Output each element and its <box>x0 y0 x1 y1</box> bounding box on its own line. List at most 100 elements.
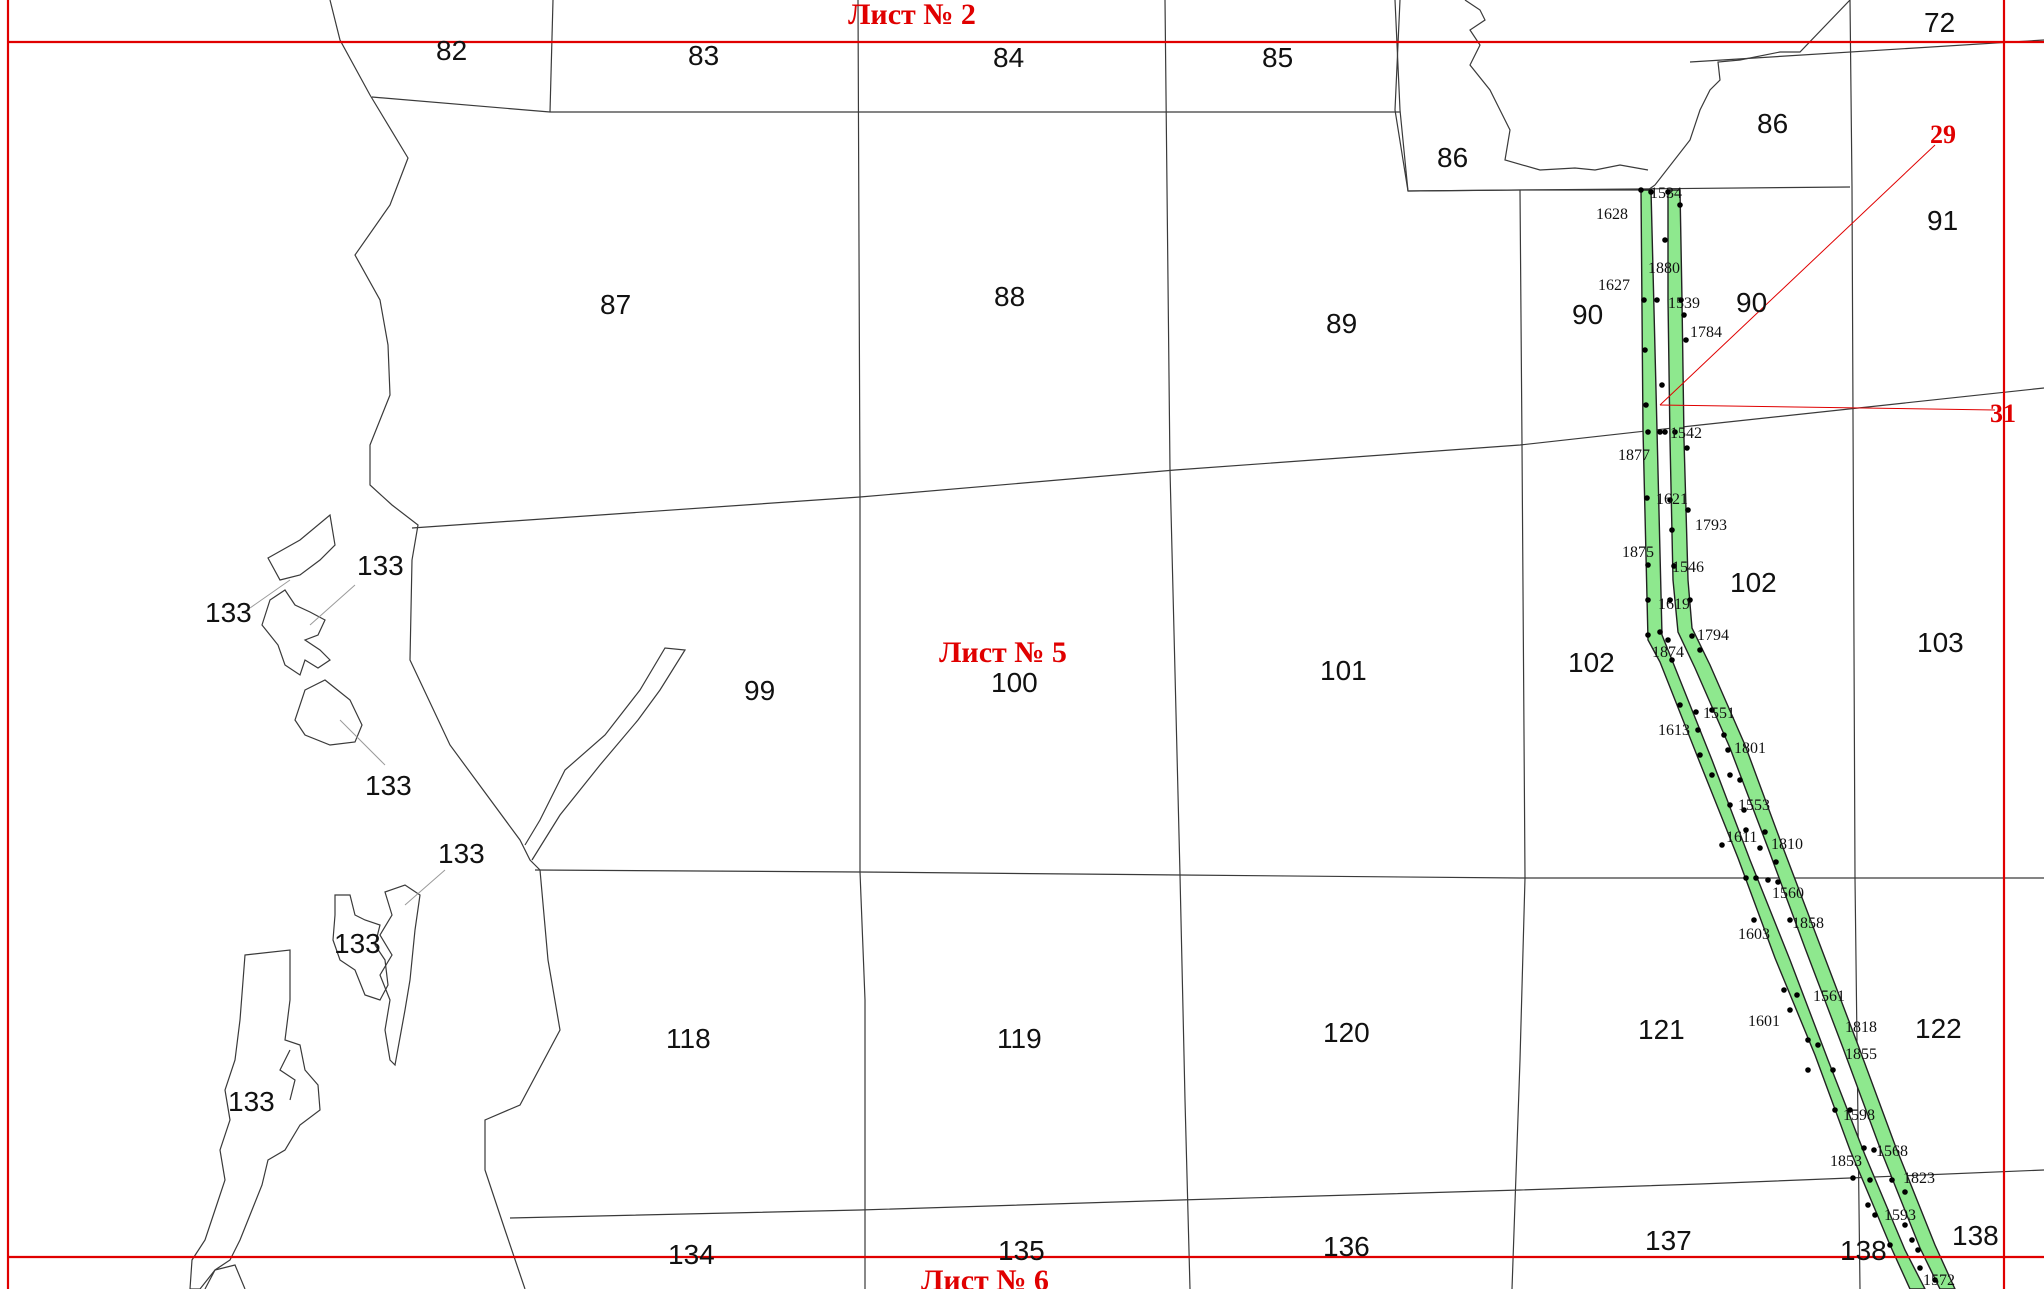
vertex-dot <box>1787 1007 1793 1013</box>
parcel-138-left[interactable]: 138 <box>1840 1235 1887 1266</box>
vertex-dot <box>1865 1202 1871 1208</box>
parcel-133-e[interactable]: 133 <box>334 928 381 959</box>
point-1875: 1875 <box>1622 544 1654 561</box>
parcel-137[interactable]: 137 <box>1645 1225 1692 1256</box>
vertex-dot <box>1654 297 1660 303</box>
point-1542: 1542 <box>1670 425 1702 442</box>
vertex-dot <box>1689 633 1695 639</box>
parcel-133-d[interactable]: 133 <box>438 838 485 869</box>
vertex-dot <box>1753 875 1759 881</box>
parcel-135[interactable]: 135 <box>998 1235 1045 1266</box>
parcel-120[interactable]: 120 <box>1323 1017 1370 1048</box>
parcel-121[interactable]: 121 <box>1638 1014 1685 1045</box>
parcel-103[interactable]: 103 <box>1917 627 1964 658</box>
parcel-90-right[interactable]: 90 <box>1736 287 1767 318</box>
channel-outline <box>524 647 687 861</box>
point-1858: 1858 <box>1792 915 1824 932</box>
parcel-102-right[interactable]: 102 <box>1730 567 1777 598</box>
vertex-dot <box>1665 189 1671 195</box>
vertex-dot <box>1648 189 1654 195</box>
point-1603: 1603 <box>1738 926 1770 943</box>
parcel-102-left[interactable]: 102 <box>1568 647 1615 678</box>
point-1823: 1823 <box>1903 1170 1935 1187</box>
vertex-dot <box>1669 657 1675 663</box>
vertex-dot <box>1727 772 1733 778</box>
vertex-dot <box>1805 1037 1811 1043</box>
vertex-dot <box>1872 1212 1878 1218</box>
parcel-90-left[interactable]: 90 <box>1572 299 1603 330</box>
vertex-dot <box>1889 1177 1895 1183</box>
vertex-dot <box>1643 402 1649 408</box>
parcel-133-a[interactable]: 133 <box>205 597 252 628</box>
parcel-138-right[interactable]: 138 <box>1952 1220 1999 1251</box>
parcel-133-c[interactable]: 133 <box>365 770 412 801</box>
boundary-vertices <box>1638 187 1938 1283</box>
island-5 <box>379 884 421 1067</box>
leader-133d <box>404 869 446 906</box>
parcel-82[interactable]: 82 <box>436 35 467 66</box>
vertex-dot <box>1794 992 1800 998</box>
vertex-dot <box>1645 562 1651 568</box>
vertex-dot <box>1773 859 1779 865</box>
vertex-dot <box>1887 1242 1893 1248</box>
sheet-frame <box>6 0 2044 1289</box>
parcel-89[interactable]: 89 <box>1326 308 1357 339</box>
parcel-87[interactable]: 87 <box>600 289 631 320</box>
boundary-v2 <box>857 0 866 1289</box>
parcel-83[interactable]: 83 <box>688 40 719 71</box>
vertex-dot <box>1657 629 1663 635</box>
parcel-118[interactable]: 118 <box>666 1023 711 1054</box>
easement-corridor[interactable] <box>1640 189 1956 1289</box>
vertex-dot <box>1861 1145 1867 1151</box>
parcel-99[interactable]: 99 <box>744 675 775 706</box>
corridor-right-strip[interactable] <box>1667 189 1956 1289</box>
island-1 <box>267 513 336 581</box>
point-1853: 1853 <box>1830 1153 1862 1170</box>
point-1794: 1794 <box>1697 627 1729 644</box>
island-6 <box>189 949 321 1289</box>
corridor-left-strip[interactable] <box>1640 189 1926 1289</box>
parcel-88[interactable]: 88 <box>994 281 1025 312</box>
vertex-dot <box>1681 312 1687 318</box>
boundary-v4 <box>1511 189 1526 1289</box>
parcel-101[interactable]: 101 <box>1320 655 1367 686</box>
vertex-dot <box>1832 1107 1838 1113</box>
vertex-dot <box>1678 297 1684 303</box>
vertex-dot <box>1871 1147 1877 1153</box>
marker-29: 29 <box>1930 120 1956 149</box>
boundary-h2b <box>1394 0 1409 192</box>
vertex-dot <box>1781 987 1787 993</box>
point-1877: 1877 <box>1618 447 1650 464</box>
leader-133b <box>309 584 356 626</box>
vertex-dot <box>1665 637 1671 643</box>
vertex-dot <box>1709 707 1715 713</box>
vertex-dot <box>1709 772 1715 778</box>
parcel-134[interactable]: 134 <box>668 1239 715 1270</box>
vertex-dot <box>1645 632 1651 638</box>
point-1880: 1880 <box>1648 260 1680 277</box>
parcel-85[interactable]: 85 <box>1262 42 1293 73</box>
vertex-dot <box>1765 877 1771 883</box>
parcel-86-left[interactable]: 86 <box>1437 142 1468 173</box>
island-3 <box>294 679 363 746</box>
parcel-133-b[interactable]: 133 <box>357 550 404 581</box>
parcel-72[interactable]: 72 <box>1924 7 1955 38</box>
parcel-133-f[interactable]: 133 <box>228 1086 275 1117</box>
parcel-122[interactable]: 122 <box>1915 1013 1962 1044</box>
parcel-91[interactable]: 91 <box>1927 205 1958 236</box>
point-1560: 1560 <box>1772 885 1804 902</box>
parcel-119[interactable]: 119 <box>997 1023 1042 1054</box>
vertex-dot <box>1644 495 1650 501</box>
vertex-dot <box>1757 845 1763 851</box>
marker-31: 31 <box>1990 399 2016 428</box>
vertex-dot <box>1645 429 1651 435</box>
vertex-dot <box>1909 1237 1915 1243</box>
boundary-h3 <box>411 387 2044 529</box>
leader-133c <box>339 719 386 766</box>
vertex-dot <box>1850 1175 1856 1181</box>
parcel-86-right[interactable]: 86 <box>1757 108 1788 139</box>
parcel-136[interactable]: 136 <box>1323 1231 1370 1262</box>
parcel-100[interactable]: 100 <box>991 667 1038 698</box>
parcel-84[interactable]: 84 <box>993 42 1024 73</box>
